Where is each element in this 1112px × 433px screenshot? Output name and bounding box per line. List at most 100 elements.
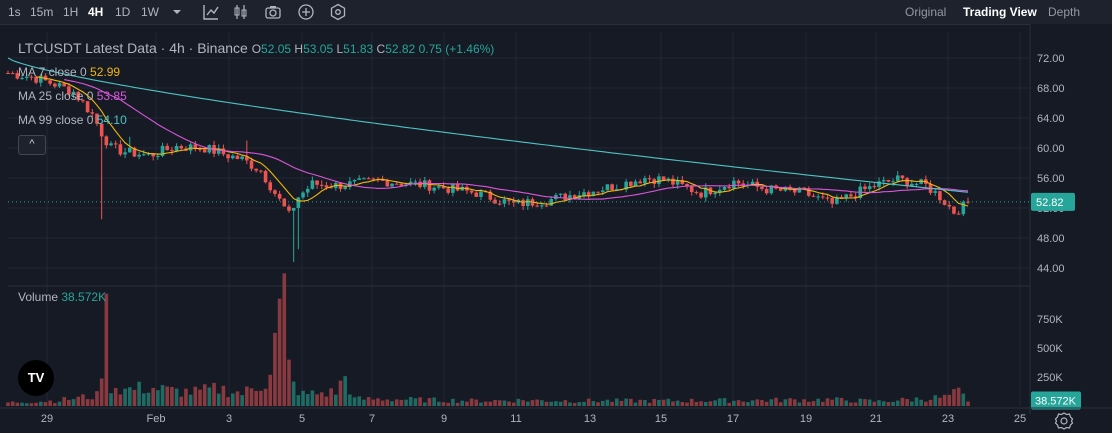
volume-bar (956, 387, 961, 406)
chart-legend: LTCUSDT Latest Data · 4h · Binance O52.0… (18, 40, 494, 56)
tradingview-logo[interactable]: TV (18, 360, 54, 396)
volume-bar (329, 388, 333, 406)
volume-tick-label: 750K (1037, 314, 1063, 326)
volume-bar (170, 386, 174, 406)
camera-icon[interactable] (264, 3, 282, 21)
candle-body (127, 147, 132, 153)
candle-body (933, 191, 938, 193)
view-original-tab[interactable]: Original (905, 5, 947, 19)
volume-bar (558, 401, 563, 406)
candle-body (521, 199, 525, 207)
volume-bar (324, 396, 329, 406)
candle-body (6, 73, 10, 74)
ma99-label: MA 99 close 0 (18, 113, 94, 127)
candle-body (451, 184, 455, 193)
volume-bar (713, 400, 717, 406)
candle-body (703, 187, 708, 198)
volume-bar (287, 359, 291, 406)
low-label: L (336, 42, 344, 56)
volume-bar (596, 402, 600, 406)
candle-body (348, 181, 352, 188)
volume-bar (240, 395, 244, 406)
ma7-legend[interactable]: MA 7 close 0 52.99 (18, 65, 120, 79)
price-tick-label: 48.00 (1037, 233, 1065, 245)
price-chart[interactable]: 72.0068.0064.0060.0056.0052.0048.0044.00… (0, 24, 1112, 433)
gear-icon[interactable] (1054, 411, 1074, 431)
volume-bar (582, 401, 586, 406)
chevron-down-icon[interactable] (168, 3, 186, 21)
candle-body (230, 155, 235, 159)
candle-body (413, 181, 418, 183)
candles-icon[interactable] (232, 3, 250, 21)
volume-bar (315, 394, 319, 406)
timeframe-1w[interactable]: 1W (141, 5, 159, 19)
volume-bar (643, 399, 647, 406)
volume-bar (839, 397, 844, 406)
candle-body (104, 136, 109, 146)
volume-bar (722, 398, 727, 406)
ma25-legend[interactable]: MA 25 close 0 53.85 (18, 89, 127, 103)
candle-body (479, 191, 483, 197)
candle-body (259, 170, 263, 172)
volume-bar (465, 401, 469, 406)
collapse-legend-button[interactable]: ^ (18, 135, 46, 155)
time-tick-label: 19 (800, 413, 812, 425)
volume-tick-label: 500K (1037, 343, 1063, 355)
time-tick-label: 3 (226, 413, 232, 425)
volume-bar (305, 394, 310, 406)
timeframe-4h[interactable]: 4H (88, 5, 104, 19)
candle-body (624, 181, 628, 190)
timeframe-1h[interactable]: 1H (63, 5, 79, 19)
volume-bar (535, 399, 539, 406)
candle-body (71, 91, 76, 95)
volume-bar (259, 390, 263, 406)
candle-body (526, 199, 530, 207)
candle-body (830, 198, 834, 204)
timeframe-1d[interactable]: 1D (115, 5, 131, 19)
candle-body (34, 76, 38, 83)
settings-hex-icon[interactable] (329, 3, 347, 21)
volume-bar (657, 399, 661, 406)
volume-bar (151, 388, 155, 406)
timeframe-1s[interactable]: 1s (8, 5, 21, 19)
view-trading-view-tab[interactable]: Trading View (963, 5, 1037, 19)
time-tick-label: 15 (655, 413, 667, 425)
candle-body (380, 179, 385, 181)
ma25-line (64, 79, 969, 200)
candle-body (329, 187, 333, 189)
volume-bar (610, 401, 614, 406)
volume-bar (90, 399, 95, 406)
volume-bar (184, 388, 188, 406)
time-tick-label: Feb (147, 413, 166, 425)
moving-average-lines (7, 57, 1030, 207)
volume-bar (778, 402, 783, 406)
view-depth-tab[interactable]: Depth (1048, 5, 1081, 19)
candle-body (647, 178, 652, 180)
ma99-legend[interactable]: MA 99 close 0 54.10 (18, 113, 127, 127)
volume-bar (755, 399, 760, 406)
timeframe-15m[interactable]: 15m (30, 5, 54, 19)
volume-bar (469, 398, 474, 406)
volume-bar (521, 400, 525, 406)
add-icon[interactable] (297, 3, 315, 21)
volume-bar (928, 399, 933, 406)
volume-bar (249, 388, 254, 406)
volume-bar (57, 401, 62, 406)
volume-bar (142, 393, 146, 406)
candle-body (254, 168, 258, 171)
volume-bar (666, 398, 671, 406)
candle-body (291, 207, 296, 211)
candle-body (315, 180, 319, 185)
volume-bar (694, 401, 699, 406)
indicator-chart-icon[interactable] (202, 3, 220, 21)
candle-body (235, 155, 240, 160)
candle-body (123, 152, 127, 155)
volume-bar (202, 384, 207, 406)
price-tick-label: 44.00 (1037, 263, 1065, 275)
volume-label: Volume (18, 290, 59, 304)
time-tick-label: 23 (942, 413, 954, 425)
volume-bar (109, 393, 113, 406)
chart-grid (8, 32, 1030, 406)
change-value: 0.75 (+1.46%) (418, 42, 495, 56)
volume-bar (413, 398, 418, 406)
